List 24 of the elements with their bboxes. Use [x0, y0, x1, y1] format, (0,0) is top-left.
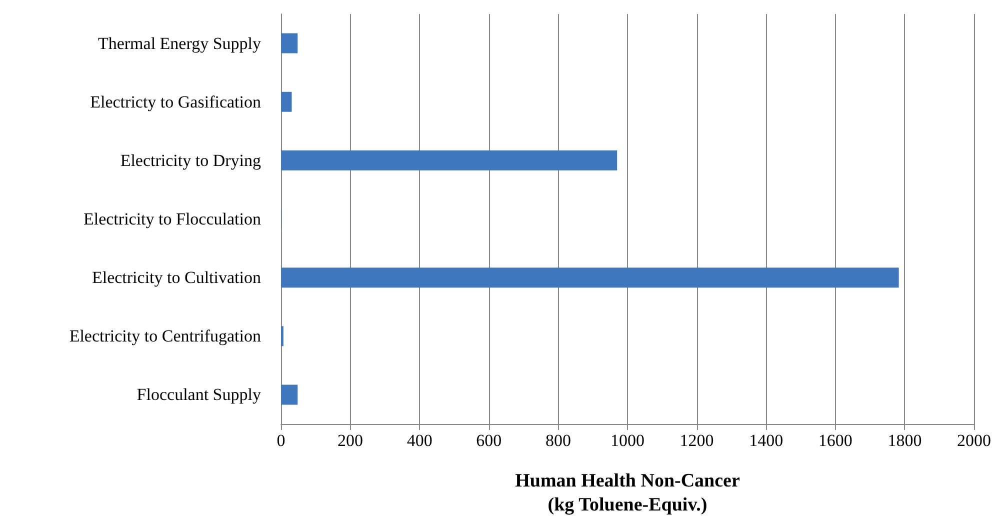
bar [281, 92, 292, 112]
y-tick-label: Flocculant Supply [136, 385, 262, 404]
x-tick-label: 800 [545, 431, 571, 450]
bar [281, 150, 618, 170]
x-tick-label: 1800 [888, 431, 922, 450]
bar [281, 384, 298, 405]
x-tick-label: 200 [338, 431, 364, 450]
x-tick-label: 0 [276, 431, 286, 450]
x-tick-label: 1200 [680, 431, 714, 450]
bar [281, 33, 298, 54]
x-tick-label: 1600 [818, 431, 852, 450]
x-tick-label: 400 [406, 431, 432, 450]
x-tick-label: 600 [476, 431, 502, 450]
y-tick-label: Electricity to Cultivation [92, 268, 262, 288]
x-tick-label: 2000 [957, 431, 991, 450]
bar [281, 268, 899, 288]
x-tick-label: 1000 [610, 431, 644, 450]
y-tick-label: Electricity to Flocculation [83, 210, 262, 228]
y-tick-label: Electricty to Gasification [90, 92, 262, 112]
y-tick-label: Electricity to Drying [120, 150, 262, 170]
x-tick-label: 1400 [749, 431, 784, 450]
y-tick-label: Thermal Energy Supply [98, 34, 262, 53]
x-axis-title: Human Health Non-Cancer (kg Toluene-Equiv.) [515, 470, 740, 516]
y-tick-label: Electricity to Centrifugation [69, 326, 262, 346]
